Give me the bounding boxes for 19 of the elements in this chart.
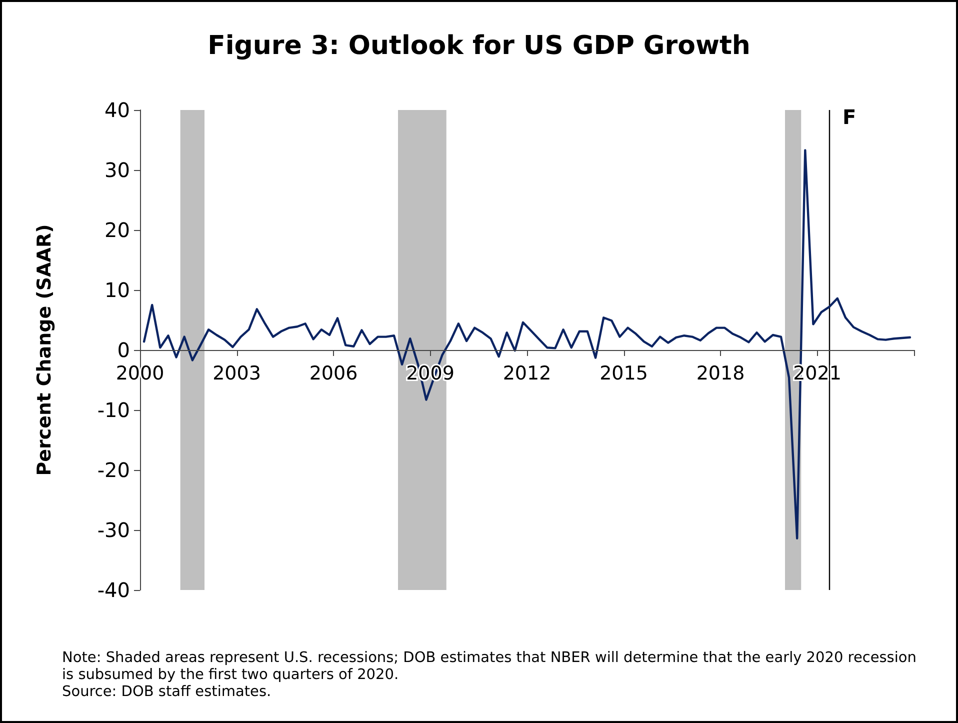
y-tick-label: -10	[97, 398, 130, 422]
y-tick-label: 0	[117, 338, 130, 362]
x-tick-label: 2015	[600, 362, 648, 384]
y-tick-label: 20	[104, 218, 130, 242]
text: Note: Shaded areas represent U.S. recessions; DOB estimates that NBER will determine that the early 2020 recession is subsumed by the first two quarters of 2020.	[62, 650, 918, 684]
x-tick-label: 2012	[502, 362, 552, 384]
ref-line-label: F	[842, 105, 856, 129]
y-tick-label: -30	[97, 518, 130, 542]
y-tick-label: -20	[97, 458, 130, 482]
y-tick-label: 30	[104, 158, 130, 182]
chart-title: Figure 3: Outlook for US GDP Growth	[208, 31, 750, 61]
y-tick-label: -40	[97, 578, 130, 602]
x-tick-label: 2018	[696, 362, 745, 384]
source-note: Source: DOB staff estimates.	[62, 684, 272, 701]
x-tick-label: 2003	[212, 362, 261, 384]
x-tick-label: 2006	[309, 362, 358, 384]
y-tick-label: 40	[104, 98, 130, 122]
y-axis-title: Percent Change (SAAR)	[34, 224, 56, 476]
y-tick-label: 10	[104, 278, 130, 302]
